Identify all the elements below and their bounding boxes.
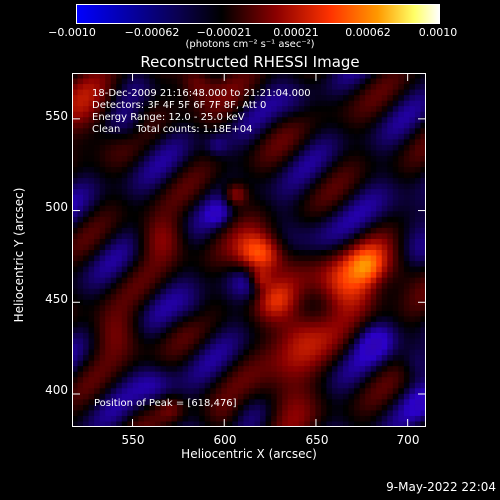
chart-title: Reconstructed RHESSI Image	[140, 53, 360, 71]
y-tick-label: 400	[45, 383, 68, 397]
info-line-time: 18-Dec-2009 21:16:48.000 to 21:21:04.000	[92, 88, 311, 99]
x-tick-label: 700	[396, 433, 420, 447]
y-axis-label: Heliocentric Y (arcsec)	[12, 187, 26, 323]
info-line-detectors: Detectors: 3F 4F 5F 6F 7F 8F, Att 0	[92, 100, 267, 111]
x-axis-label: Heliocentric X (arcsec)	[181, 447, 317, 461]
colorbar-units: (photons cm⁻² s⁻¹ asec⁻²)	[185, 39, 315, 50]
x-tick-label: 600	[213, 433, 237, 447]
colorbar-tick: 0.00021	[273, 26, 319, 39]
info-line-counts: Clean Total counts: 1.18E+04	[92, 124, 253, 135]
y-tick-label: 500	[45, 200, 68, 214]
colorbar-tick: −0.00062	[124, 26, 180, 39]
colorbar-tick: 0.00062	[345, 26, 391, 39]
heatmap-plot	[72, 73, 426, 427]
x-tick-label: 550	[121, 433, 145, 447]
heatmap-cells	[72, 73, 426, 427]
plot-frame	[72, 73, 426, 427]
info-line-energy: Energy Range: 12.0 - 25.0 keV	[92, 112, 245, 123]
peak-position-label: Position of Peak = [618,476]	[94, 398, 237, 409]
colorbar	[76, 4, 440, 24]
colorbar-tick: −0.0010	[48, 26, 96, 39]
x-tick-label: 650	[305, 433, 329, 447]
colorbar-tick: 0.0010	[418, 26, 458, 39]
colorbar-tick: −0.00021	[196, 26, 252, 39]
y-tick-label: 450	[45, 292, 68, 306]
footer-date: 9-May-2022 22:04	[386, 480, 496, 494]
y-tick-label: 550	[45, 109, 68, 123]
